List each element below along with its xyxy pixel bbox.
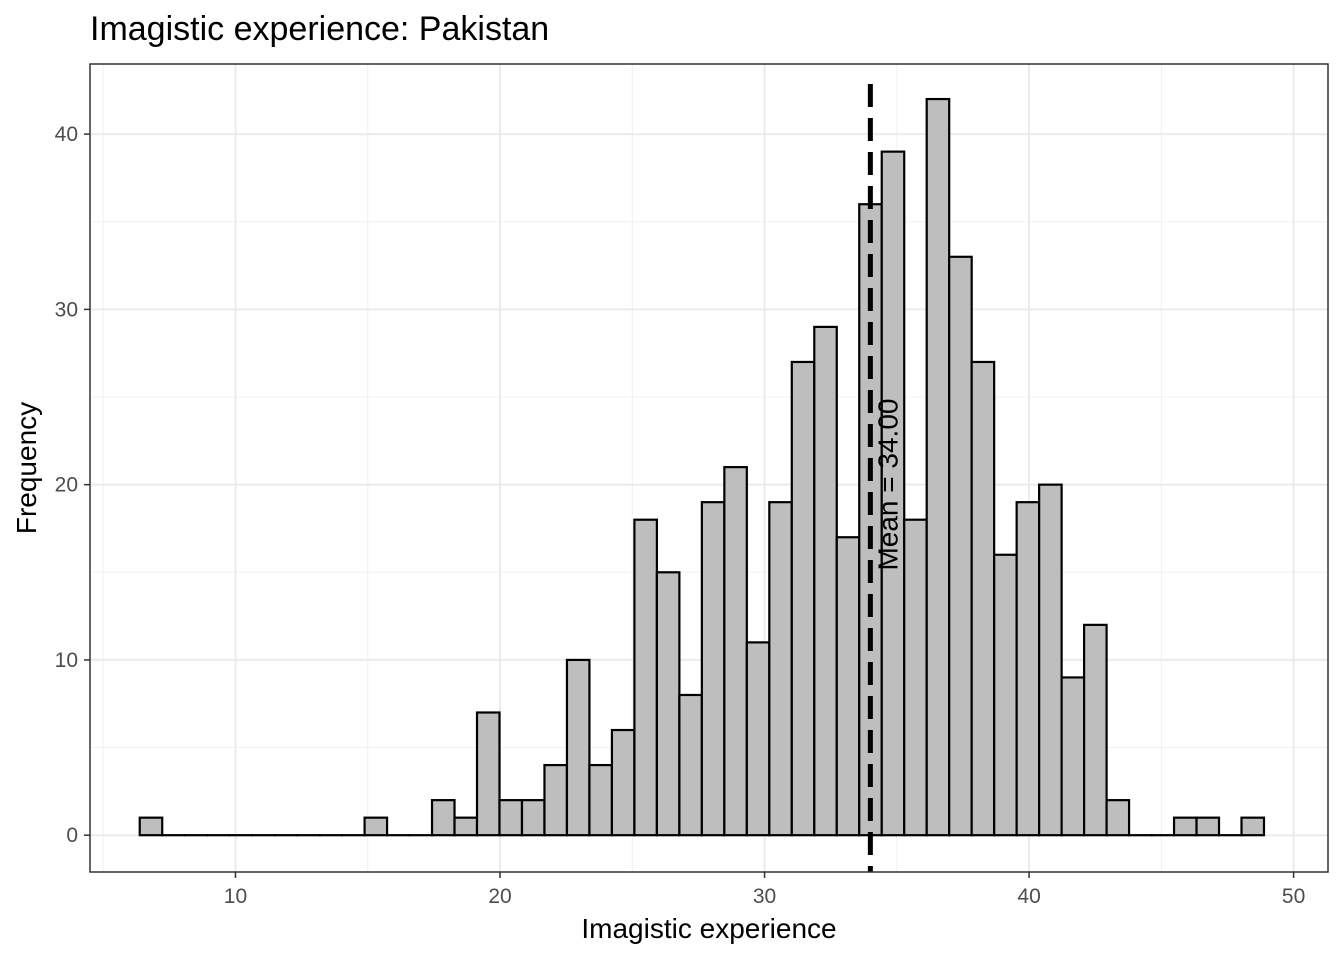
histogram-bar xyxy=(610,728,636,837)
chart-title: Imagistic experience: Pakistan xyxy=(90,10,549,48)
histogram-bar xyxy=(1083,623,1108,837)
histogram-bar xyxy=(363,816,389,837)
x-axis-ticks: 10 20 30 40 50 xyxy=(224,872,1305,908)
histogram-bar xyxy=(543,763,569,837)
histogram-bar xyxy=(1060,676,1086,837)
histogram-bar xyxy=(138,816,164,837)
histogram-bar xyxy=(970,360,996,837)
y-tick-label: 40 xyxy=(55,123,78,146)
histogram-bar xyxy=(925,97,951,837)
panel-border xyxy=(89,63,1329,873)
histogram-bar xyxy=(588,763,614,837)
histogram-bar xyxy=(430,799,456,837)
histogram-bar xyxy=(633,518,658,837)
histogram-bar xyxy=(835,536,861,837)
histogram-bar xyxy=(453,816,479,837)
histogram-bar xyxy=(520,799,546,837)
histogram-bar xyxy=(655,571,681,837)
x-axis-title: Imagistic experience xyxy=(581,913,836,944)
histogram-bar xyxy=(790,360,816,837)
y-tick-label: 10 xyxy=(55,649,78,672)
histogram-bar xyxy=(1015,501,1041,837)
x-tick-label: 50 xyxy=(1282,885,1305,908)
histogram-bar xyxy=(678,693,703,837)
histogram-bar xyxy=(993,553,1018,837)
y-axis-title: Frequency xyxy=(11,402,42,534)
histogram-bars xyxy=(138,97,1266,837)
x-tick-label: 30 xyxy=(753,885,776,908)
x-tick-label: 20 xyxy=(488,885,511,908)
histogram-bar xyxy=(723,466,748,837)
y-tick-label: 20 xyxy=(55,474,78,497)
histogram-bar xyxy=(813,325,838,837)
histogram-bar xyxy=(1038,483,1063,837)
y-tick-label: 30 xyxy=(55,298,78,321)
x-tick-label: 10 xyxy=(224,885,247,908)
histogram-bar xyxy=(948,255,973,837)
histogram-bar xyxy=(745,641,771,837)
mean-line-group: Mean = 34.00 xyxy=(867,84,903,872)
mean-label: Mean = 34.00 xyxy=(872,399,903,571)
histogram-bar xyxy=(498,799,524,837)
histogram-bar xyxy=(565,658,591,837)
y-axis-ticks: 0 10 20 30 40 xyxy=(55,123,90,847)
histogram-bar xyxy=(903,518,928,837)
histogram-bar xyxy=(700,501,726,837)
histogram-bar xyxy=(1195,816,1221,837)
histogram-bar xyxy=(1172,816,1198,837)
histogram-bar xyxy=(880,150,906,837)
histogram-bar xyxy=(768,501,793,837)
histogram-bar xyxy=(475,711,501,837)
x-tick-label: 40 xyxy=(1017,885,1040,908)
y-tick-label: 0 xyxy=(66,824,78,847)
histogram-bar xyxy=(1240,816,1266,837)
histogram-bar xyxy=(1105,799,1131,837)
